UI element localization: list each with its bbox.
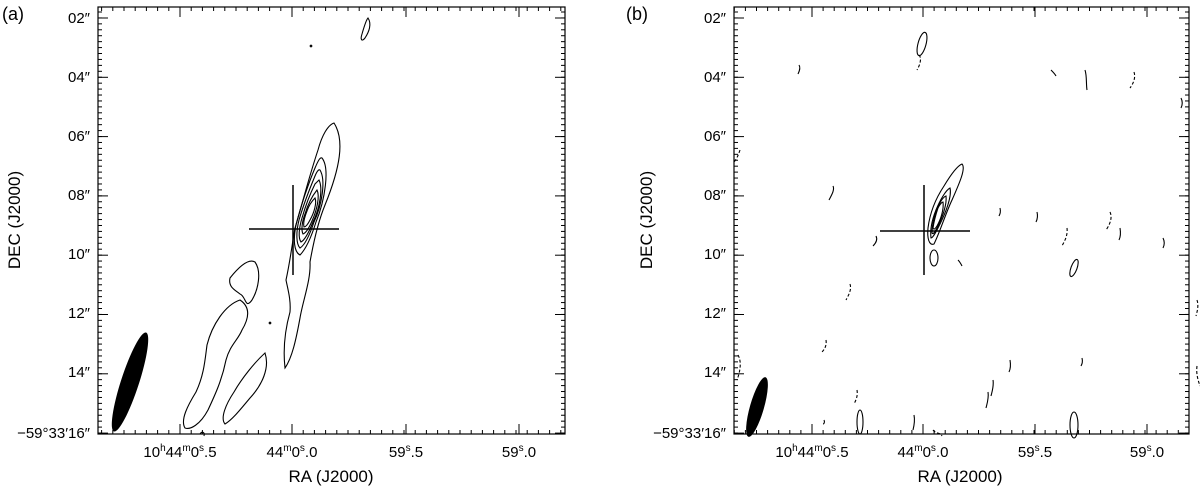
contour-negative xyxy=(932,429,943,437)
contours xyxy=(182,17,371,437)
y-tick-label: 10″ xyxy=(68,246,91,263)
contour-level xyxy=(931,195,947,235)
contour-blob xyxy=(1008,359,1011,373)
y-tick-label: 10″ xyxy=(704,246,727,263)
contour-blob xyxy=(1050,69,1057,77)
y-tick-label: 08″ xyxy=(704,187,727,204)
contour-negative xyxy=(845,283,852,301)
contour-blob xyxy=(1035,211,1038,223)
contour-blob xyxy=(1180,97,1183,109)
contour-blob xyxy=(822,419,825,425)
contour-level xyxy=(293,157,327,256)
contour-level xyxy=(298,179,322,243)
contour-blob xyxy=(1069,411,1079,439)
contour-negative xyxy=(821,339,827,353)
contour-blob xyxy=(1069,258,1079,278)
x-tick-label: 10h44m0s.5 xyxy=(143,443,216,461)
contour-blob xyxy=(1162,237,1165,249)
x-tick-label: 59s.5 xyxy=(389,443,423,461)
contour-negative xyxy=(1196,365,1200,387)
beam-ellipse xyxy=(746,377,768,437)
y-axis-title: DEC (J2000) xyxy=(5,171,24,269)
plot-frame xyxy=(733,6,1190,435)
contour-level xyxy=(296,169,324,249)
y-tick-label: 02″ xyxy=(68,10,91,27)
contour-blob xyxy=(1084,69,1088,91)
contour-negative xyxy=(733,149,741,163)
contours xyxy=(733,31,1200,439)
panel-b: (b) 02″ 04″ 06″ 08″ 10″ 12″ 14″ −59°33′1… xyxy=(600,0,1200,489)
contour-negative xyxy=(1105,211,1112,231)
x-tick-label: 44m0s.0 xyxy=(898,443,949,461)
contour-level xyxy=(303,197,317,228)
contour-blob xyxy=(268,321,272,325)
y-tick-label: 04″ xyxy=(704,69,727,86)
panel-label: (b) xyxy=(626,4,648,24)
plot-frame xyxy=(97,6,566,435)
y-tick-label: 06″ xyxy=(68,128,91,145)
contour-extended xyxy=(360,17,371,41)
axis-ticks xyxy=(733,7,1189,434)
contour-blob xyxy=(929,249,939,267)
y-tick-label: 08″ xyxy=(68,187,91,204)
contour-negative xyxy=(736,354,741,381)
panel-label: (a) xyxy=(2,4,24,24)
contour-blob xyxy=(828,185,835,201)
contour-blob xyxy=(957,259,963,267)
contour-level xyxy=(930,187,951,239)
contour-blob xyxy=(1080,357,1083,367)
contour-blob xyxy=(985,391,989,409)
x-tick-label: 44m0s.0 xyxy=(267,443,318,461)
contour-blob xyxy=(912,414,915,431)
axis-ticks xyxy=(98,7,565,434)
contour-extended xyxy=(182,299,249,429)
contour-outer xyxy=(283,122,341,370)
y-tick-label: 04″ xyxy=(68,69,91,86)
beam-ellipse xyxy=(111,332,149,432)
y-tick-label: 12″ xyxy=(704,305,727,322)
y-tick-label: 02″ xyxy=(704,10,727,27)
contour-blob xyxy=(872,235,878,247)
contour-map-a: (a) 02″ 04″ 06″ 08″ 10″ 12″ 14″ −59°33′1… xyxy=(2,4,566,486)
panel-a: (a) 02″ 04″ 06″ 08″ 10″ 12″ 14″ −59°33′1… xyxy=(2,4,566,486)
contour-blob xyxy=(856,409,864,435)
contour-negative xyxy=(1195,299,1199,317)
contour-extended xyxy=(229,260,260,305)
x-tick-label: 10h44m0s.5 xyxy=(775,443,848,461)
x-tick-label: 59s.0 xyxy=(1130,443,1164,461)
contour-level xyxy=(932,201,944,230)
contour-blob xyxy=(990,379,994,397)
y-tick-label: 14″ xyxy=(704,364,727,381)
contour-extended xyxy=(199,431,205,437)
y-tick-label: −59°33′16″ xyxy=(17,425,91,442)
contour-negative xyxy=(1129,71,1136,89)
contour-level xyxy=(301,188,319,235)
contour-map-b: (b) 02″ 04″ 06″ 08″ 10″ 12″ 14″ −59°33′1… xyxy=(626,4,1200,486)
y-tick-label: −59°33′16″ xyxy=(653,425,727,442)
x-axis-title: RA (J2000) xyxy=(288,467,373,486)
contour-blob xyxy=(916,31,928,57)
contour-negative xyxy=(916,54,922,71)
x-tick-label: 59s.5 xyxy=(1018,443,1052,461)
contour-extended xyxy=(222,352,268,425)
x-tick-label: 59s.0 xyxy=(502,443,536,461)
y-tick-label: 12″ xyxy=(68,305,91,322)
contour-blob xyxy=(797,64,801,75)
contour-outer xyxy=(927,163,964,245)
contour-blob xyxy=(998,207,1001,217)
x-axis-title: RA (J2000) xyxy=(917,467,1002,486)
contour-blob xyxy=(309,44,313,48)
y-axis-title: DEC (J2000) xyxy=(637,171,656,269)
contour-negative xyxy=(853,389,858,405)
y-tick-label: 06″ xyxy=(704,128,727,145)
y-tick-label: 14″ xyxy=(68,364,91,381)
contour-blob xyxy=(1118,227,1121,241)
contour-negative xyxy=(1061,227,1068,247)
